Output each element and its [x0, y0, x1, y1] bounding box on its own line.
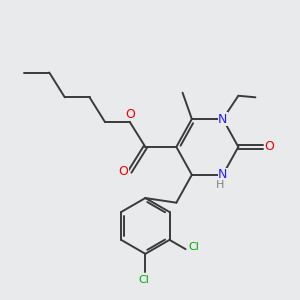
Text: Cl: Cl [138, 275, 149, 285]
Text: O: O [264, 140, 274, 153]
Text: Cl: Cl [189, 242, 200, 252]
Text: O: O [125, 108, 135, 121]
Text: N: N [218, 112, 227, 125]
Text: H: H [215, 180, 224, 190]
Text: N: N [218, 168, 227, 181]
Text: O: O [119, 165, 129, 178]
